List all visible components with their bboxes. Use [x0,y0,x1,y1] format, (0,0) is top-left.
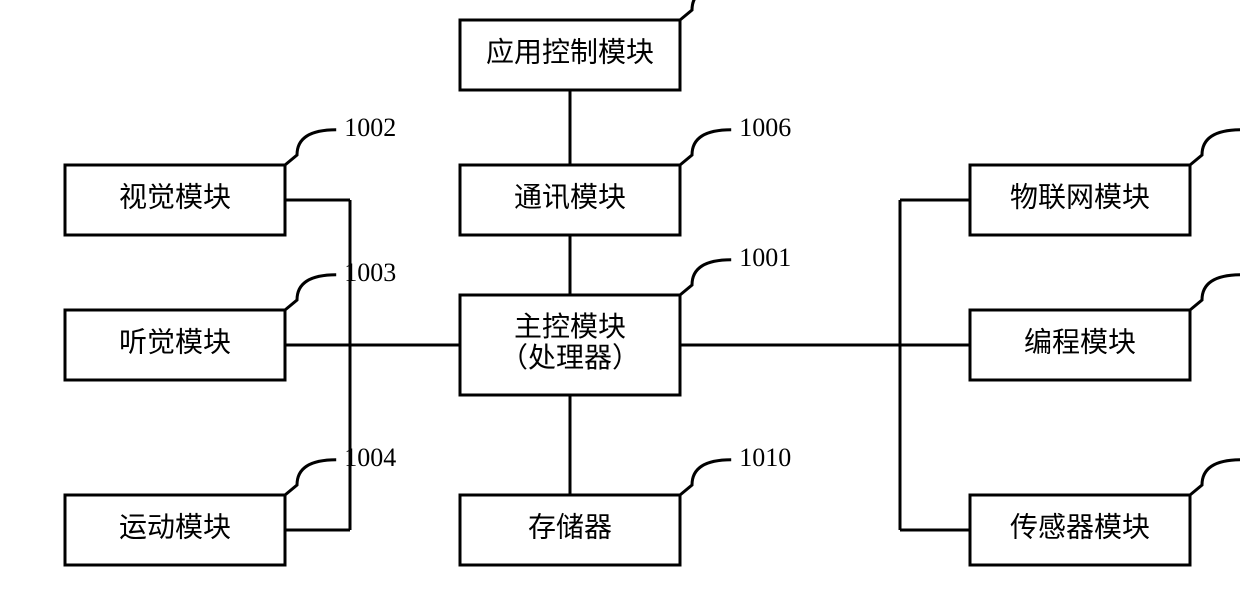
node-n1006: 通讯模块 [460,165,680,235]
node-label: 视觉模块 [119,181,231,213]
node-label: 编程模块 [1024,326,1136,358]
node-n1004: 运动模块 [65,495,285,565]
leader-n1009 [1190,460,1240,495]
ref-n1002: 1002 [344,113,396,142]
leader-n1003 [285,275,336,310]
leader-n1001 [680,260,731,295]
ref-n1003: 1003 [344,258,396,287]
node-label: 听觉模块 [119,326,231,358]
leader-n1006 [680,130,731,165]
node-n1007: 物联网模块 [970,165,1190,235]
leader-n1010 [680,460,731,495]
node-n1008: 编程模块 [970,310,1190,380]
ref-n1010: 1010 [739,443,791,472]
node-label: 运动模块 [119,511,231,543]
leader-n1005 [680,0,731,20]
node-n1010: 存储器 [460,495,680,565]
leader-n1007 [1190,130,1240,165]
node-label: （处理器） [500,342,640,374]
node-n1009: 传感器模块 [970,495,1190,565]
leader-n1002 [285,130,336,165]
node-label: 传感器模块 [1010,511,1150,543]
node-label: 通讯模块 [514,181,626,213]
node-label: 应用控制模块 [486,36,654,68]
node-n1002: 视觉模块 [65,165,285,235]
block-diagram: 应用控制模块通讯模块主控模块（处理器） 存储器 视觉模块听觉模块运动模块 物联网模块编… [0,0,1240,615]
node-label: 存储器 [528,511,612,543]
node-n1005: 应用控制模块 [460,20,680,90]
leader-n1004 [285,460,336,495]
ref-n1004: 1004 [344,443,396,472]
ref-n1006: 1006 [739,113,791,142]
node-n1001: 主控模块（处理器） [460,295,680,395]
ref-n1001: 1001 [739,243,791,272]
node-label: 物联网模块 [1010,181,1150,213]
leader-n1008 [1190,275,1240,310]
node-label: 主控模块 [514,311,626,343]
node-n1003: 听觉模块 [65,310,285,380]
